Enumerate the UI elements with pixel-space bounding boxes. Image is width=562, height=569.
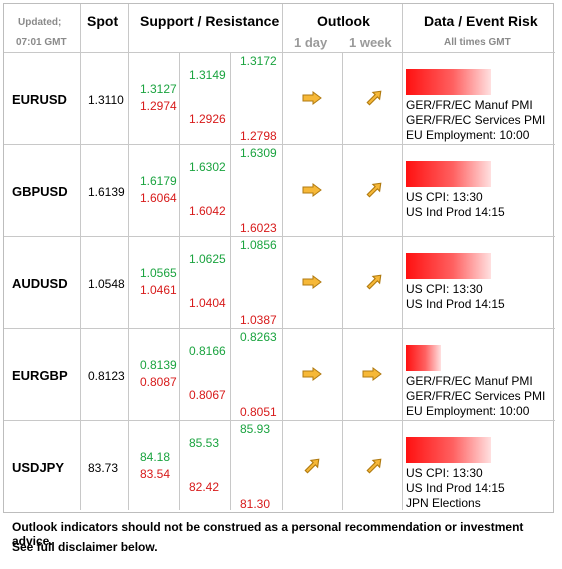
support-level-2: 1.6302 <box>189 160 226 174</box>
spot-header: Spot <box>87 13 119 29</box>
grid-line <box>128 4 129 510</box>
grid-line <box>4 52 555 53</box>
event-item: US CPI: 13:30 <box>406 282 483 296</box>
grid-line <box>179 52 180 510</box>
resistance-level-2: 1.0404 <box>189 296 226 310</box>
arrow-up-right-icon <box>365 181 383 199</box>
arrow-up-right-icon <box>365 89 383 107</box>
spot-value: 83.73 <box>88 461 119 475</box>
pair-name: EURGBP <box>12 368 68 383</box>
event-item: GER/FR/EC Services PMI <box>406 113 546 127</box>
support-resistance-header: Support / Resistance <box>140 13 280 29</box>
arrow-right-icon <box>362 367 382 381</box>
resistance-level-1: 1.2974 <box>140 99 177 113</box>
updated-time: 07:01 GMT <box>16 37 67 48</box>
support-level-3: 85.93 <box>240 422 271 436</box>
grid-line <box>80 4 81 510</box>
support-level-1: 1.6179 <box>140 174 177 188</box>
support-level-1: 1.0565 <box>140 266 177 280</box>
event-item: JPN Elections <box>406 496 481 510</box>
resistance-level-2: 0.8067 <box>189 388 226 402</box>
resistance-level-3: 1.6023 <box>240 221 277 235</box>
support-level-2: 0.8166 <box>189 344 226 358</box>
resistance-level-3: 0.8051 <box>240 405 277 419</box>
arrow-right-icon <box>302 91 322 105</box>
support-level-1: 0.8139 <box>140 358 177 372</box>
support-level-2: 1.3149 <box>189 68 226 82</box>
pair-name: USDJPY <box>12 460 65 475</box>
resistance-level-3: 1.2798 <box>240 129 277 143</box>
spot-value: 1.6139 <box>88 185 125 199</box>
resistance-level-1: 1.6064 <box>140 191 177 205</box>
arrow-right-icon <box>302 367 322 381</box>
support-level-3: 1.3172 <box>240 54 277 68</box>
pair-name: EURUSD <box>12 92 67 107</box>
arrow-up-right-icon <box>365 273 383 291</box>
outlook-1week-header: 1 week <box>349 35 392 50</box>
grid-line <box>230 52 231 510</box>
grid-line <box>402 4 403 510</box>
resistance-level-1: 0.8087 <box>140 375 177 389</box>
spot-value: 1.3110 <box>88 93 124 107</box>
event-item: US Ind Prod 14:15 <box>406 481 505 495</box>
support-level-1: 84.18 <box>140 450 171 464</box>
outlook-header: Outlook <box>317 13 370 29</box>
arrow-right-icon <box>302 183 322 197</box>
grid-line <box>4 236 555 237</box>
spot-value: 0.8123 <box>88 369 125 383</box>
data-event-header: Data / Event Risk <box>424 13 538 29</box>
support-level-2: 85.53 <box>189 436 220 450</box>
grid-line <box>342 52 343 510</box>
event-item: US CPI: 13:30 <box>406 190 483 204</box>
event-item: EU Employment: 10:00 <box>406 128 530 142</box>
event-risk-bar <box>406 69 491 95</box>
resistance-level-1: 1.0461 <box>140 283 177 297</box>
support-level-3: 1.6309 <box>240 146 277 160</box>
support-level-2: 1.0625 <box>189 252 226 266</box>
event-item: US Ind Prod 14:15 <box>406 297 505 311</box>
support-level-3: 0.8263 <box>240 330 277 344</box>
event-risk-bar <box>406 437 491 463</box>
spot-value: 1.0548 <box>88 277 125 291</box>
resistance-level-2: 1.6042 <box>189 204 226 218</box>
grid-line <box>4 420 555 421</box>
resistance-level-3: 81.30 <box>240 497 271 511</box>
arrow-right-icon <box>302 275 322 289</box>
updated-label: Updated; <box>18 17 62 28</box>
event-item: EU Employment: 10:00 <box>406 404 530 418</box>
event-item: GER/FR/EC Manuf PMI <box>406 98 533 112</box>
arrow-up-right-icon <box>303 457 321 475</box>
resistance-level-1: 83.54 <box>140 467 171 481</box>
pair-name: GBPUSD <box>12 184 68 199</box>
event-item: GER/FR/EC Manuf PMI <box>406 374 533 388</box>
outlook-1day-header: 1 day <box>294 35 328 50</box>
resistance-level-2: 1.2926 <box>189 112 226 126</box>
grid-line <box>4 144 555 145</box>
event-risk-bar <box>406 161 491 187</box>
resistance-level-2: 82.42 <box>189 480 220 494</box>
event-item: US Ind Prod 14:15 <box>406 205 505 219</box>
event-risk-bar <box>406 253 491 279</box>
event-risk-bar <box>406 345 441 371</box>
disclaimer-line-2: See full disclaimer below. <box>12 540 158 554</box>
support-level-3: 1.0856 <box>240 238 277 252</box>
support-level-1: 1.3127 <box>140 82 177 96</box>
arrow-up-right-icon <box>365 457 383 475</box>
event-item: US CPI: 13:30 <box>406 466 483 480</box>
disclaimer-line-1: Outlook indicators should not be constru… <box>12 520 524 548</box>
grid-line <box>282 4 283 510</box>
resistance-level-3: 1.0387 <box>240 313 277 327</box>
grid-line <box>4 328 555 329</box>
forex-table: Updated; 07:01 GMT Spot Support / Resist… <box>3 3 555 513</box>
pair-name: AUDUSD <box>12 276 68 291</box>
all-times-note: All times GMT <box>444 37 511 48</box>
event-item: GER/FR/EC Services PMI <box>406 389 546 403</box>
